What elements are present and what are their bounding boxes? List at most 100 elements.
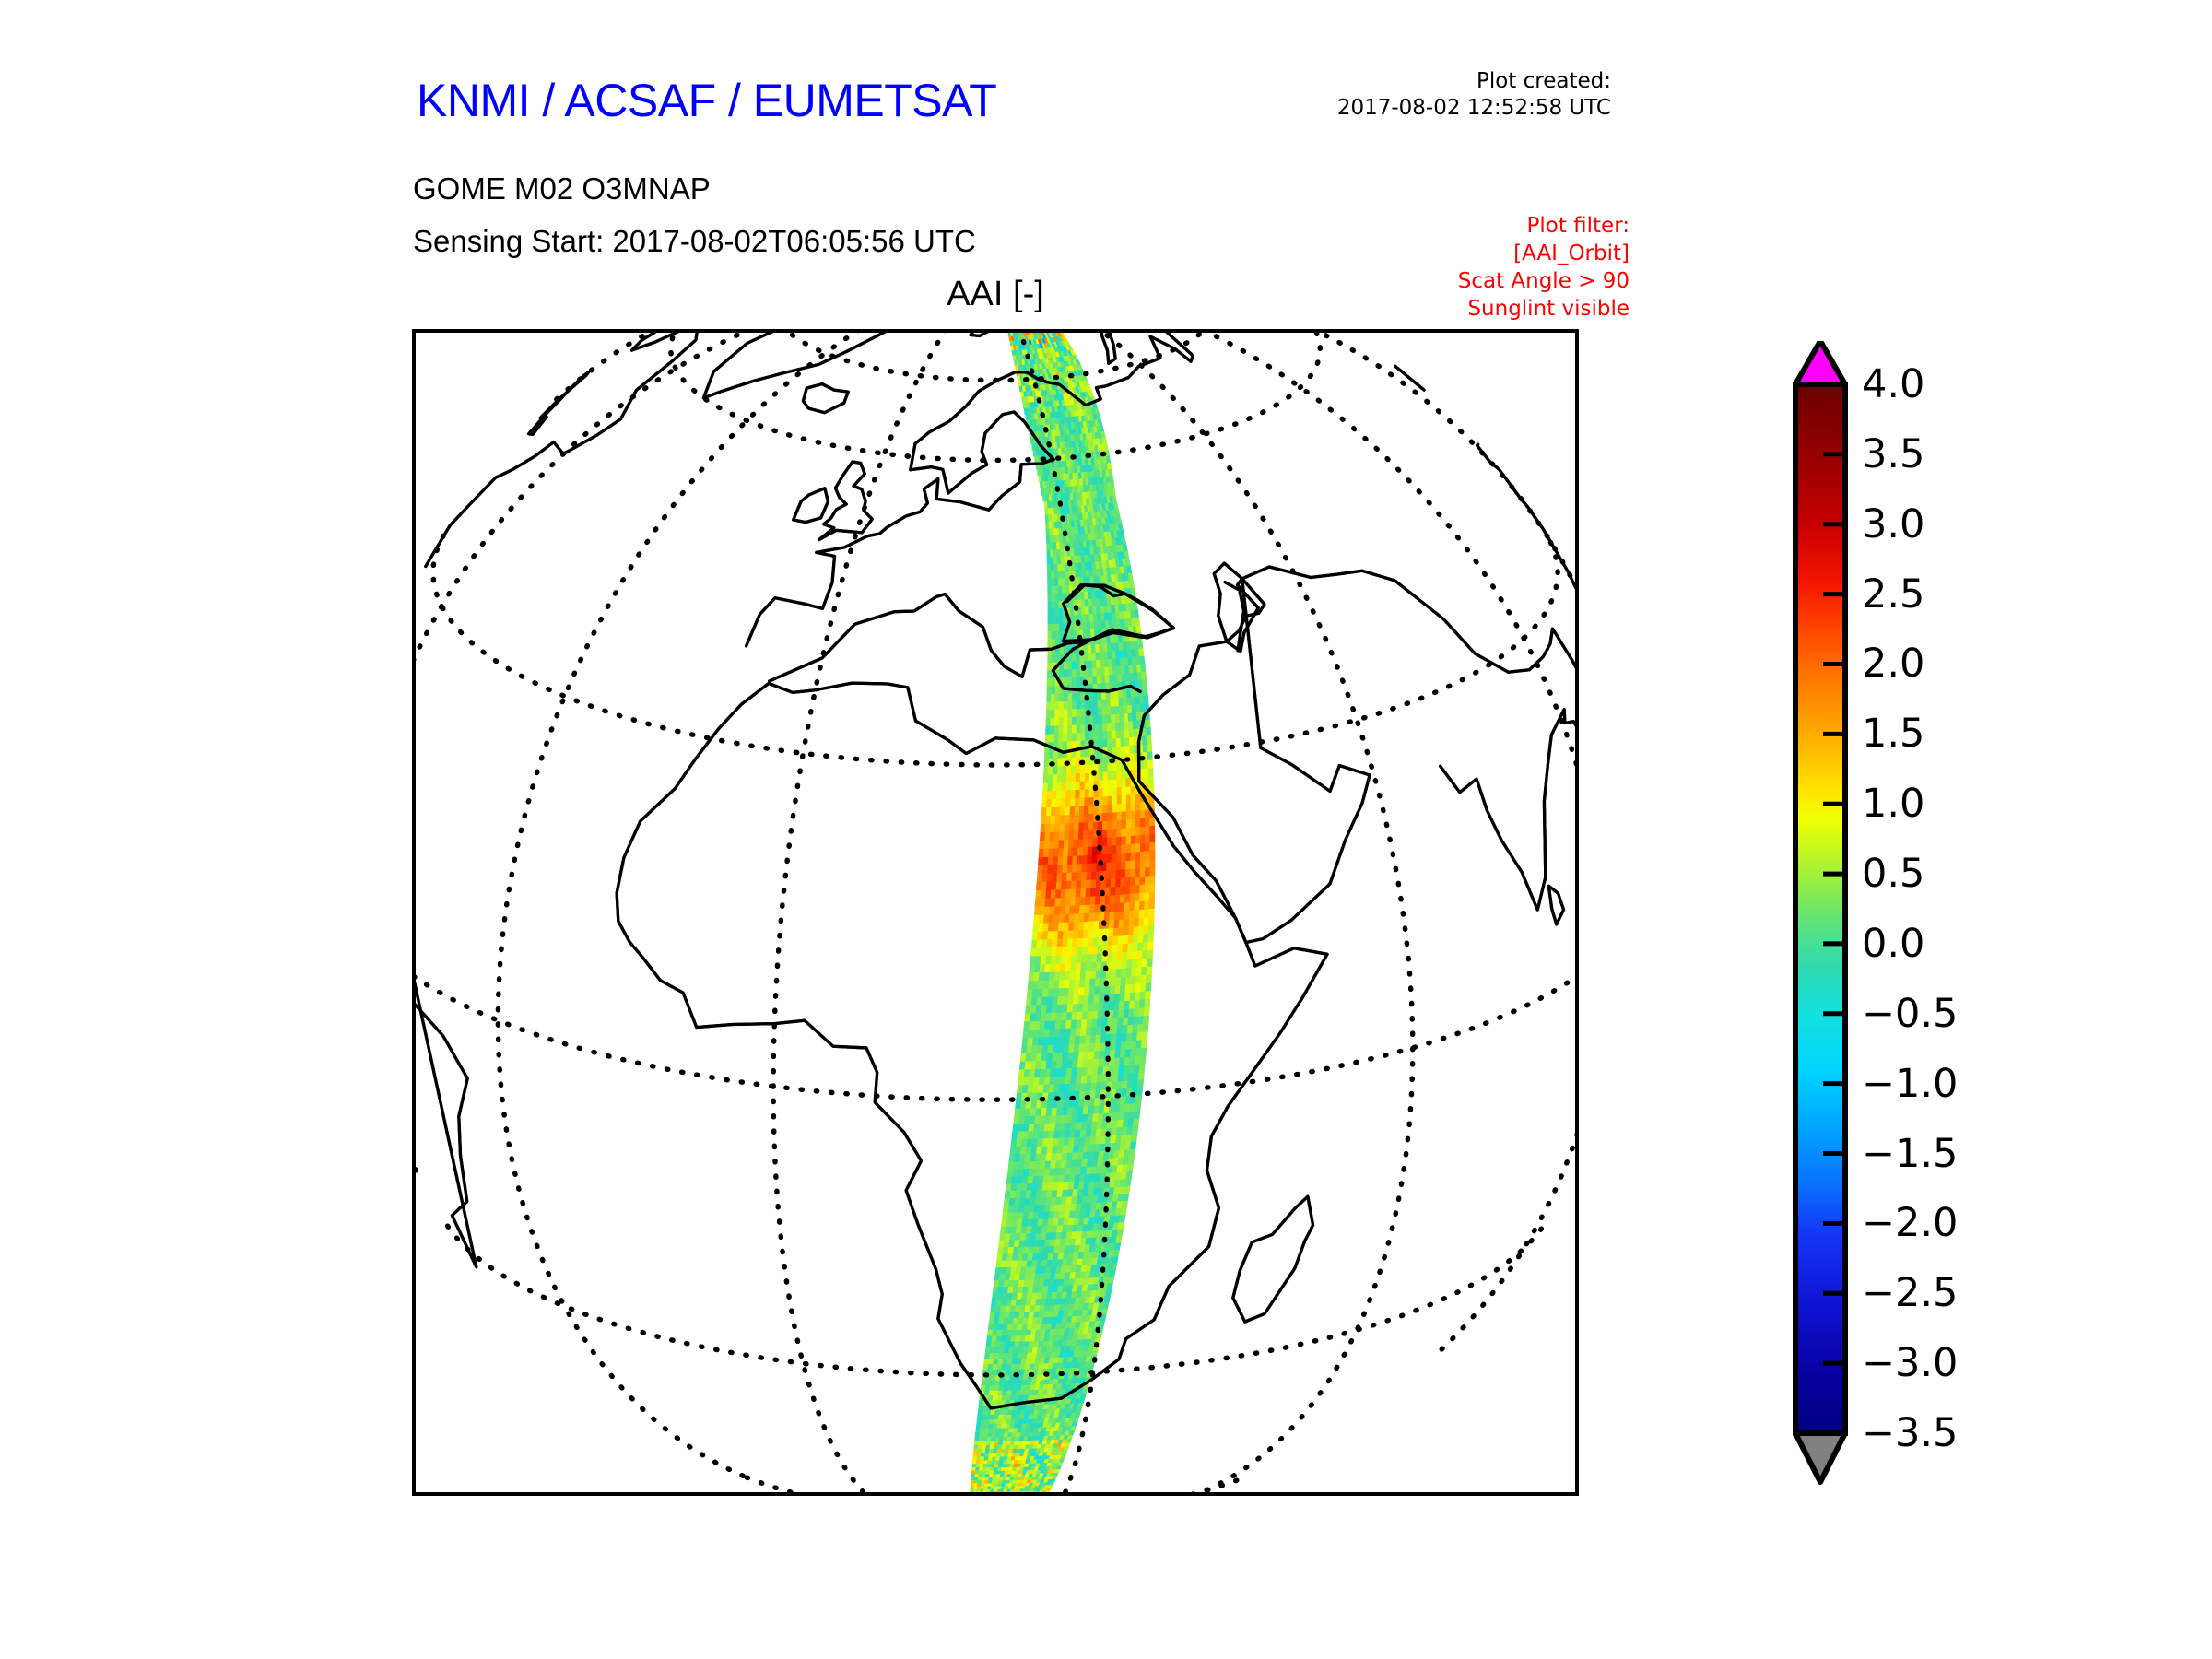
swath-pixel bbox=[1110, 706, 1116, 716]
swath-pixel bbox=[1076, 677, 1081, 686]
swath-pixel bbox=[1144, 884, 1150, 894]
swath-pixel bbox=[1087, 854, 1093, 865]
colorbar-tick-label: 2.0 bbox=[1862, 641, 1925, 688]
swath-pixel bbox=[1125, 786, 1132, 796]
swath-pixel bbox=[1116, 1025, 1124, 1035]
swath-pixel bbox=[1120, 729, 1125, 739]
map-panel[interactable] bbox=[412, 329, 1579, 1496]
swath-pixel bbox=[1087, 1003, 1095, 1013]
swath-pixel bbox=[1130, 860, 1136, 870]
swath-pixel bbox=[1125, 968, 1133, 978]
swath-pixel bbox=[1135, 810, 1141, 820]
swath-pixel bbox=[1142, 942, 1149, 952]
swath-pixel bbox=[1080, 748, 1087, 759]
swath-pixel bbox=[1106, 723, 1112, 733]
swath-pixel bbox=[1120, 746, 1126, 756]
swath-pixel bbox=[1093, 707, 1099, 717]
swath-pixel bbox=[1053, 766, 1059, 776]
plot-created-block: Plot created: 2017-08-02 12:52:58 UTC bbox=[1337, 68, 1611, 122]
swath-pixel bbox=[1088, 813, 1094, 823]
colorbar-over-triangle bbox=[1793, 341, 1848, 387]
swath-pixel bbox=[1054, 686, 1061, 695]
swath-pixel bbox=[1136, 1079, 1145, 1089]
swath-pixel bbox=[1100, 1308, 1109, 1316]
swath-pixel bbox=[1064, 971, 1071, 981]
swath-pixel bbox=[1053, 848, 1060, 858]
swath-pixel bbox=[1105, 878, 1112, 888]
swath-pixel bbox=[1147, 941, 1154, 951]
swath-pixel bbox=[1117, 944, 1124, 954]
swath-pixel bbox=[1052, 782, 1058, 792]
swath-pixel bbox=[1139, 892, 1146, 902]
swath-pixel bbox=[1128, 1148, 1136, 1158]
swath-pixel bbox=[1054, 600, 1060, 610]
swath-pixel bbox=[1042, 848, 1050, 858]
swath-pixel bbox=[1093, 994, 1100, 1005]
swath-pixel bbox=[1055, 806, 1062, 817]
swath-pixel bbox=[1125, 843, 1132, 854]
swath-pixel bbox=[1045, 718, 1052, 727]
swath-pixel bbox=[1115, 877, 1122, 888]
swath-pixel bbox=[1092, 937, 1100, 947]
swath-pixel bbox=[1059, 616, 1065, 625]
swath-pixel bbox=[1044, 734, 1051, 744]
swath-pixel bbox=[1046, 701, 1052, 712]
swath-pixel bbox=[1149, 825, 1156, 836]
swath-pixel bbox=[1065, 773, 1072, 783]
swath-pixel bbox=[1050, 701, 1056, 712]
swath-pixel bbox=[1045, 815, 1052, 825]
swath-pixel bbox=[1112, 795, 1118, 806]
satellite-swath-data bbox=[970, 333, 1156, 1492]
swath-pixel bbox=[1106, 853, 1112, 864]
swath-pixel bbox=[1058, 840, 1065, 850]
swath-pixel bbox=[1137, 942, 1144, 952]
swath-pixel bbox=[1144, 809, 1150, 819]
swath-pixel bbox=[1098, 714, 1103, 724]
swath-pixel bbox=[1122, 1193, 1130, 1202]
swath-pixel bbox=[1067, 692, 1073, 702]
swath-pixel bbox=[1053, 734, 1060, 743]
swath-pixel bbox=[1056, 782, 1063, 792]
swath-pixel bbox=[1112, 935, 1120, 946]
swath-pixel bbox=[1137, 640, 1144, 650]
swath-pixel bbox=[1058, 709, 1065, 719]
swath-pixel bbox=[1051, 594, 1056, 602]
swath-pixel bbox=[1062, 865, 1068, 875]
swath-pixel bbox=[1044, 956, 1053, 965]
swath-pixel bbox=[1073, 830, 1079, 841]
swath-pixel bbox=[1063, 840, 1070, 850]
swath-pixel bbox=[1127, 935, 1135, 945]
swath-pixel bbox=[1076, 872, 1083, 882]
swath-pixel bbox=[1051, 873, 1058, 883]
swath-pixel bbox=[1129, 901, 1135, 912]
colorbar[interactable]: 4.0 3.5 3.0 2.5 2.0 1.5 1.0 0.5 0.0 −0.5 −1.0 −1.5 −… bbox=[1786, 341, 2173, 1502]
swath-pixel bbox=[1135, 868, 1141, 878]
swath-pixel bbox=[1082, 629, 1088, 639]
swath-pixel bbox=[1145, 859, 1151, 869]
swath-pixel bbox=[1089, 970, 1097, 980]
swath-pixel bbox=[1051, 623, 1056, 632]
colorbar-tick-label: −2.5 bbox=[1862, 1270, 1959, 1317]
swath-pixel bbox=[1066, 765, 1073, 775]
swath-pixel bbox=[1139, 655, 1146, 665]
swath-pixel bbox=[1135, 1095, 1143, 1104]
swath-pixel bbox=[1146, 735, 1152, 746]
swath-pixel bbox=[1083, 644, 1088, 654]
swath-pixel bbox=[1105, 870, 1112, 880]
swath-pixel bbox=[1111, 853, 1117, 864]
swath-pixel bbox=[1048, 914, 1055, 924]
swath-pixel bbox=[1135, 843, 1141, 853]
swath-pixel bbox=[1058, 585, 1064, 594]
plot-filter-name: [AAI_Orbit] bbox=[1513, 241, 1630, 265]
swath-pixel bbox=[1087, 652, 1093, 662]
swath-pixel bbox=[1099, 912, 1106, 922]
swath-pixel bbox=[1130, 827, 1136, 837]
swath-pixel bbox=[1143, 925, 1149, 935]
swath-pixel bbox=[1124, 918, 1130, 929]
swath-pixel bbox=[1047, 616, 1053, 625]
swath-pixel bbox=[1147, 751, 1153, 761]
swath-pixel bbox=[1140, 834, 1147, 844]
swath-pixel bbox=[1116, 771, 1123, 781]
swath-pixel bbox=[1138, 900, 1146, 911]
swath-pixel bbox=[1077, 830, 1085, 841]
